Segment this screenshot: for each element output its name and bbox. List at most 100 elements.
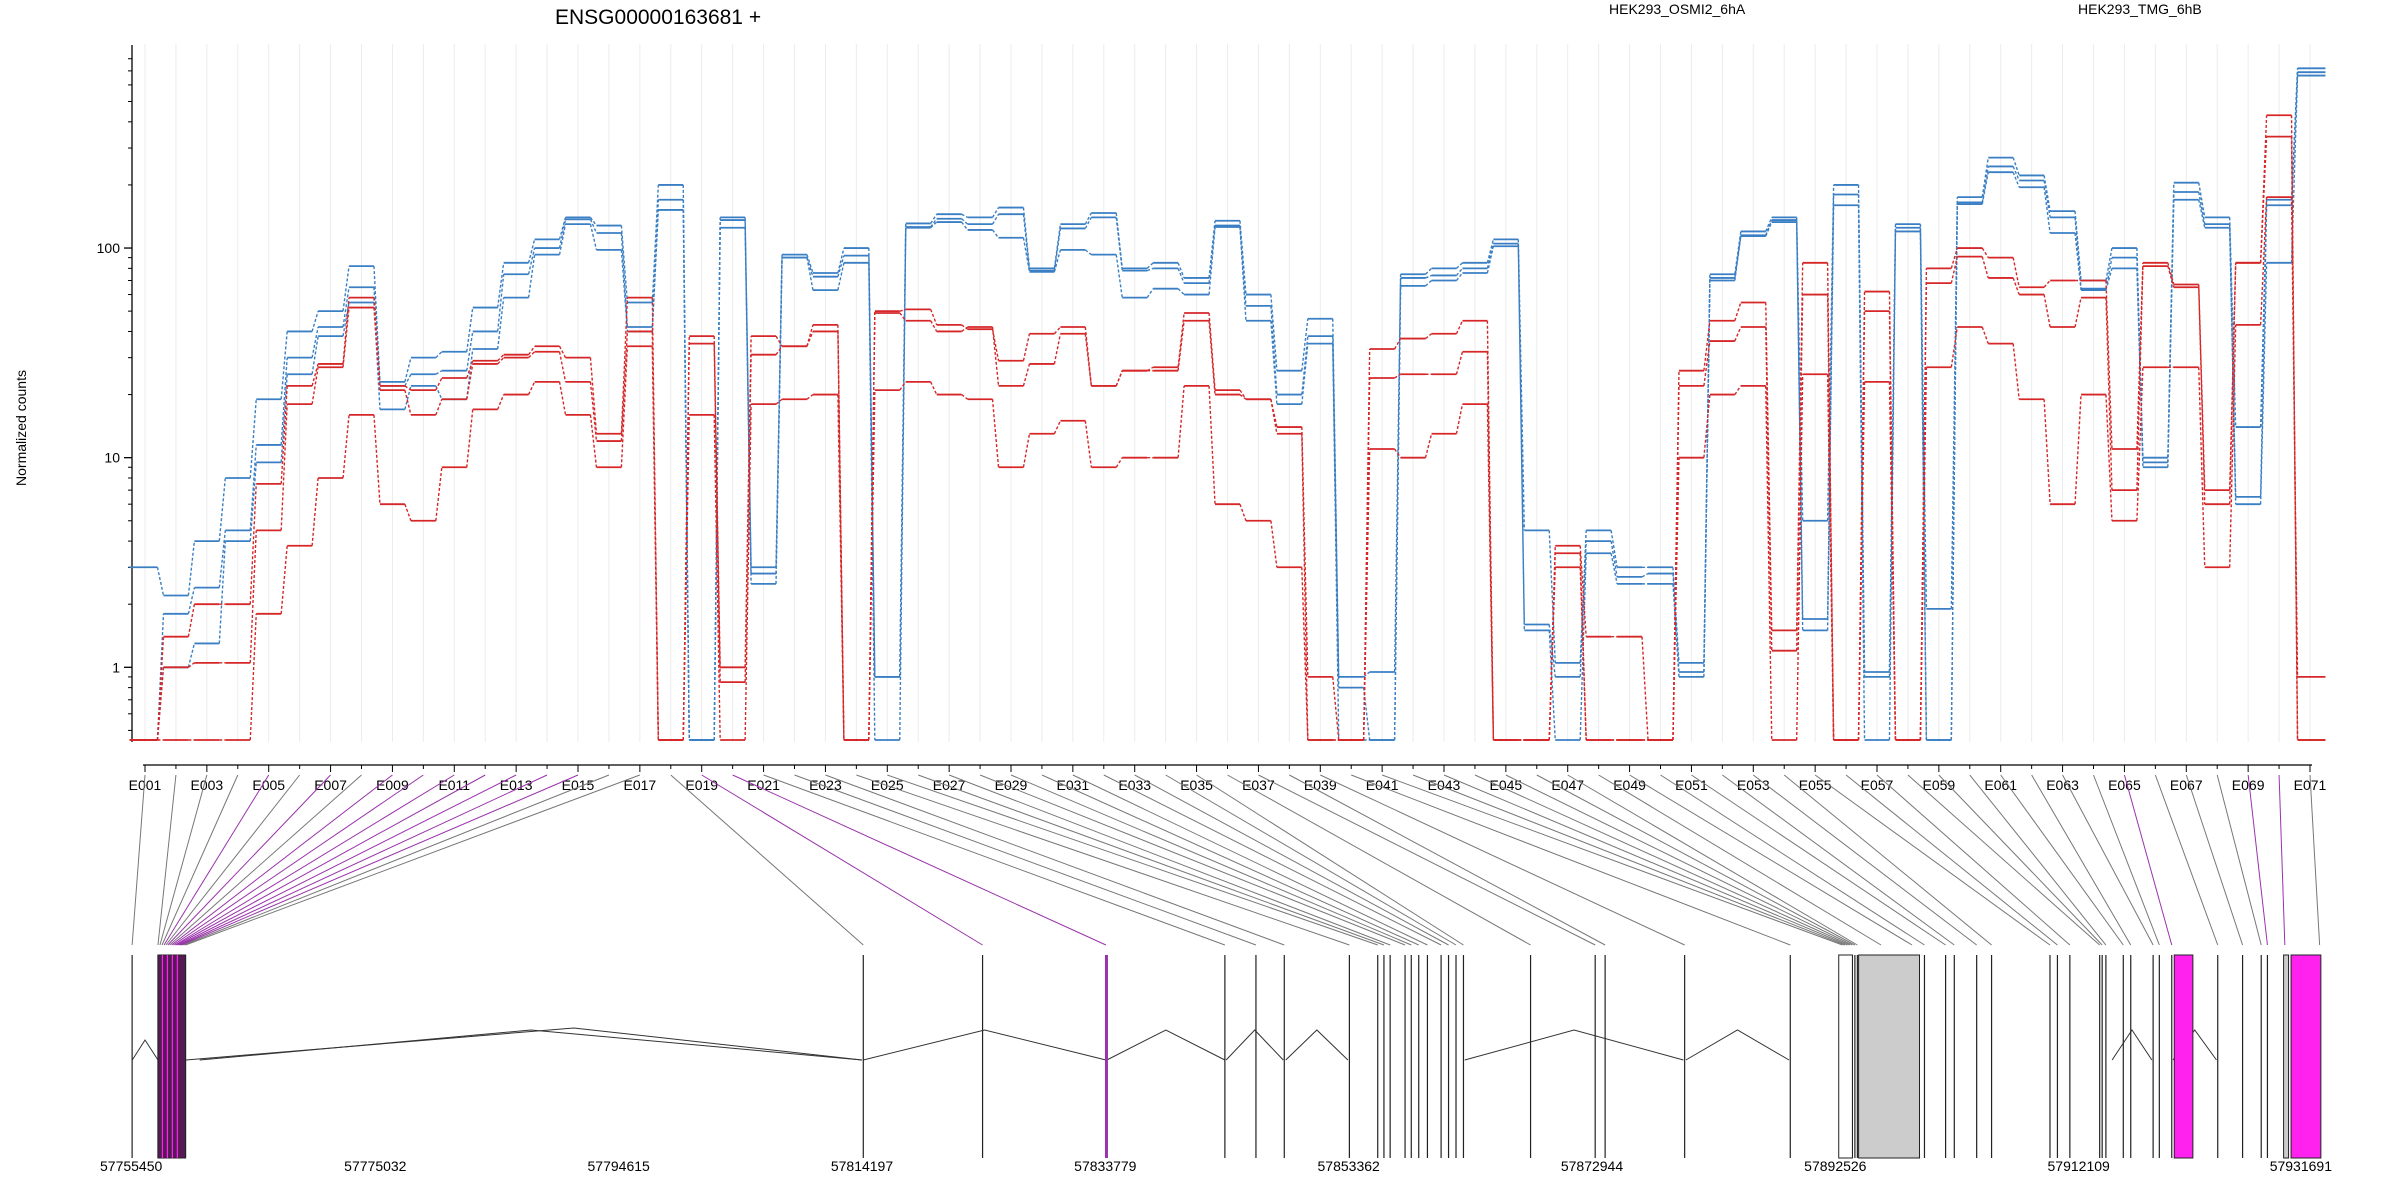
data-riser <box>249 462 257 542</box>
exon-connector <box>670 774 864 946</box>
genomic-coordinate-label: 57833779 <box>1074 1158 1137 1174</box>
data-riser <box>1115 370 1123 387</box>
data-riser <box>249 399 257 479</box>
exon-connector <box>185 774 641 946</box>
data-riser <box>620 297 629 434</box>
data-riser <box>1053 326 1061 335</box>
data-riser <box>311 336 319 375</box>
x-tick-label: E007 <box>314 777 347 793</box>
data-riser <box>1981 256 1989 279</box>
exon-connector <box>794 774 1257 946</box>
data-riser <box>1146 288 1154 299</box>
data-riser <box>1084 249 1092 256</box>
genomic-coordinate-label: 57775032 <box>344 1158 407 1174</box>
data-riser <box>249 613 257 741</box>
exon-shaded <box>1858 954 1921 1159</box>
data-riser <box>2105 297 2113 491</box>
data-riser <box>280 545 288 614</box>
intron <box>1225 1029 1284 1061</box>
data-riser <box>1455 351 1464 375</box>
exon-connector <box>856 774 1350 946</box>
data-riser <box>2105 247 2113 281</box>
x-tick-label: E037 <box>1242 777 1275 793</box>
data-riser <box>1022 363 1031 387</box>
intron <box>131 1039 159 1061</box>
data-riser <box>682 209 690 741</box>
data-riser <box>961 221 969 231</box>
data-riser <box>1950 204 1959 741</box>
data-riser <box>2259 199 2268 428</box>
data-riser <box>1053 420 1062 435</box>
exon-connectors <box>131 774 2321 946</box>
data-riser <box>1115 217 1123 271</box>
data-riser <box>1672 583 1680 677</box>
x-tick-label: E009 <box>376 777 409 793</box>
data-riser <box>2198 287 2206 505</box>
data-riser <box>311 477 319 546</box>
data-riser <box>589 381 598 442</box>
data-riser <box>1146 267 1154 272</box>
data-riser <box>1208 226 1216 295</box>
data-riser <box>2136 367 2144 521</box>
exon-connector <box>1691 774 1946 946</box>
data-riser <box>1548 567 1556 741</box>
y-tick-label: 1 <box>112 659 120 675</box>
data-riser <box>961 218 969 225</box>
x-tick-label: E067 <box>2170 777 2203 793</box>
series-HEK293_OSMI2_6hA <box>129 196 2326 741</box>
data-riser <box>1950 256 1959 284</box>
data-riser <box>775 335 783 347</box>
x-tick-label: E031 <box>1057 777 1090 793</box>
data-riser <box>1177 288 1185 296</box>
x-tick-label: E049 <box>1613 777 1646 793</box>
data-riser <box>744 404 752 741</box>
data-riser <box>1765 219 1773 236</box>
data-riser <box>868 255 876 677</box>
data-riser <box>496 274 505 332</box>
x-tick-label: E021 <box>747 777 780 793</box>
data-riser <box>2136 268 2144 468</box>
data-riser <box>1795 294 1804 651</box>
exon-box <box>1838 954 1853 1159</box>
data-riser <box>1672 385 1680 741</box>
data-riser <box>2012 171 2020 188</box>
data-riser <box>1301 343 1309 405</box>
exon-connector <box>163 774 270 946</box>
data-riser <box>558 381 567 416</box>
data-riser <box>1981 157 1989 198</box>
x-tick-label: E063 <box>2046 777 2079 793</box>
data-riser <box>2043 280 2051 288</box>
exon-connector <box>1072 774 1428 946</box>
data-riser <box>620 346 629 468</box>
data-riser <box>806 257 814 291</box>
data-riser <box>527 254 536 298</box>
data-riser <box>2105 268 2113 291</box>
data-riser <box>2043 175 2051 212</box>
data-riser <box>1084 420 1093 468</box>
data-riser <box>1270 320 1278 405</box>
data-riser <box>1703 394 1711 458</box>
exon-connector <box>2309 774 2321 946</box>
exon-connector <box>1876 774 2071 946</box>
exon-connector <box>1660 774 1925 946</box>
data-riser <box>1363 671 1371 678</box>
exon-highlight <box>2290 954 2322 1159</box>
data-riser <box>991 207 1000 218</box>
data-riser <box>868 262 876 741</box>
data-riser <box>1393 285 1402 741</box>
genomic-coordinate-label: 57872944 <box>1561 1158 1624 1174</box>
x-tick-label: E069 <box>2232 777 2265 793</box>
data-riser <box>2074 394 2082 505</box>
data-riser <box>1455 262 1463 269</box>
data-riser <box>1239 394 1247 400</box>
data-riser <box>899 227 907 741</box>
data-riser <box>1301 427 1309 677</box>
data-riser <box>1177 262 1185 279</box>
data-riser <box>218 477 227 542</box>
data-riser <box>466 331 474 371</box>
data-riser <box>589 414 598 468</box>
data-riser <box>2043 180 2051 218</box>
data-riser <box>2198 182 2206 218</box>
data-riser <box>991 229 1000 239</box>
data-riser <box>342 302 350 337</box>
